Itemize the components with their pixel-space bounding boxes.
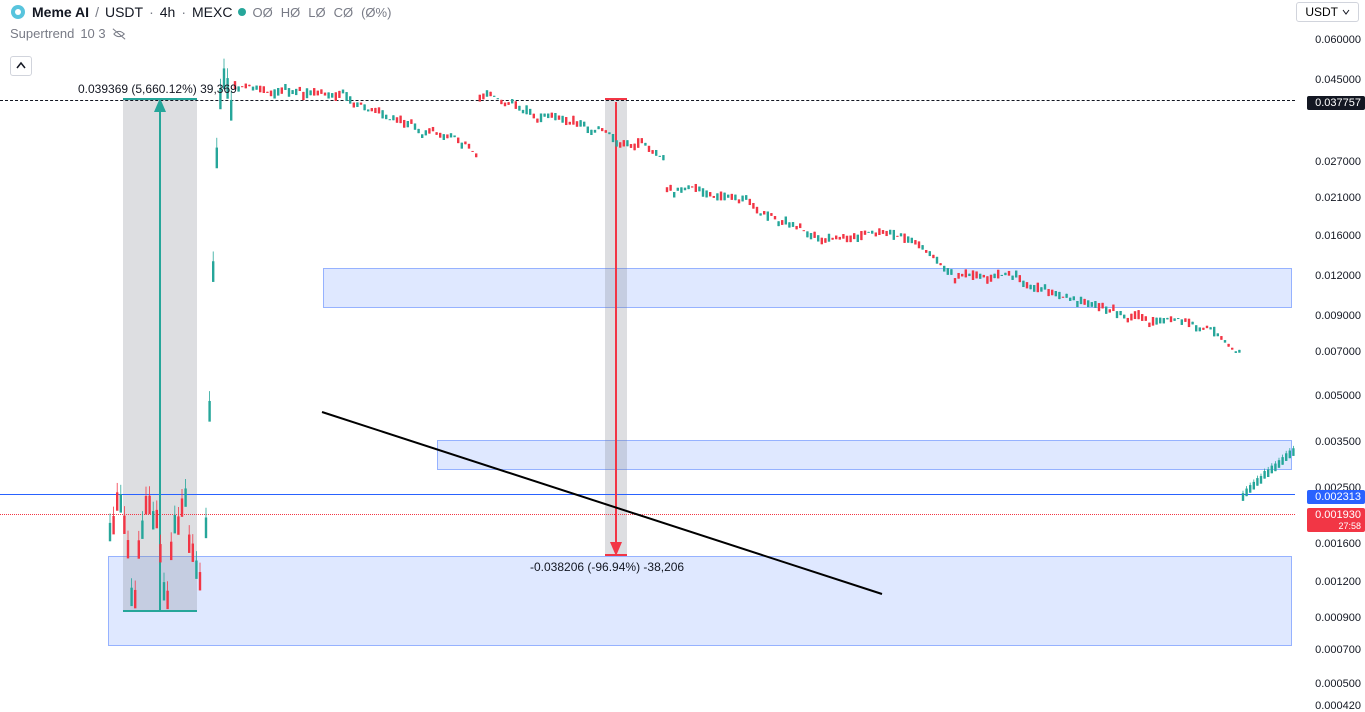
quote-currency: USDT — [105, 4, 143, 20]
separator: · — [181, 4, 186, 20]
price-tick: 0.000700 — [1299, 644, 1361, 656]
price-tick: 0.027000 — [1299, 156, 1361, 168]
symbol-name[interactable]: Meme AI — [32, 4, 89, 20]
interval[interactable]: 4h — [160, 4, 176, 20]
price-tick: 0.016000 — [1299, 230, 1361, 242]
market-status-dot — [238, 8, 246, 16]
price-tick: 0.003500 — [1299, 436, 1361, 448]
price-tick: 0.007000 — [1299, 346, 1361, 358]
price-axis[interactable]: 0.060000 0.045000 0.027000 0.021000 0.016000… — [1295, 20, 1365, 651]
price-tick: 0.060000 — [1299, 34, 1361, 46]
separator: / — [95, 4, 99, 20]
indicator-price-flag: 0.002313 — [1307, 490, 1365, 504]
price-tick: 0.000900 — [1299, 612, 1361, 624]
measure-down-label: -0.038206 (-96.94%) -38,206 — [530, 560, 684, 574]
candlestick-series — [0, 20, 1295, 651]
price-tick: 0.009000 — [1299, 310, 1361, 322]
price-tick: 0.001200 — [1299, 576, 1361, 588]
price-tick: 0.021000 — [1299, 192, 1361, 204]
ohlc-values: OØ HØ LØ CØ (Ø%) — [252, 5, 391, 20]
quote-currency-selector[interactable]: USDT — [1296, 2, 1359, 22]
chart-canvas[interactable]: 0.039369 (5,660.12%) 39,369 -0.038206 (-… — [0, 20, 1295, 651]
price-tick: 0.012000 — [1299, 270, 1361, 282]
price-tick: 0.000500 — [1299, 678, 1361, 690]
crosshair-price-flag: 0.037757 ⊕ — [1307, 96, 1365, 110]
separator: · — [149, 4, 154, 20]
quote-selector-label: USDT — [1305, 5, 1338, 19]
exchange: MEXC — [192, 4, 232, 20]
price-tick: 0.005000 — [1299, 390, 1361, 402]
last-price-flag: 0.001930 27:58 — [1307, 508, 1365, 532]
price-tick: 0.001600 — [1299, 538, 1361, 550]
pair-logo-icon — [10, 4, 26, 20]
price-tick: 0.000420 — [1299, 700, 1361, 712]
plus-icon: ⊕ — [1295, 98, 1304, 111]
price-tick: 0.045000 — [1299, 74, 1361, 86]
measure-up-label: 0.039369 (5,660.12%) 39,369 — [78, 82, 237, 96]
chevron-down-icon — [1342, 8, 1350, 16]
